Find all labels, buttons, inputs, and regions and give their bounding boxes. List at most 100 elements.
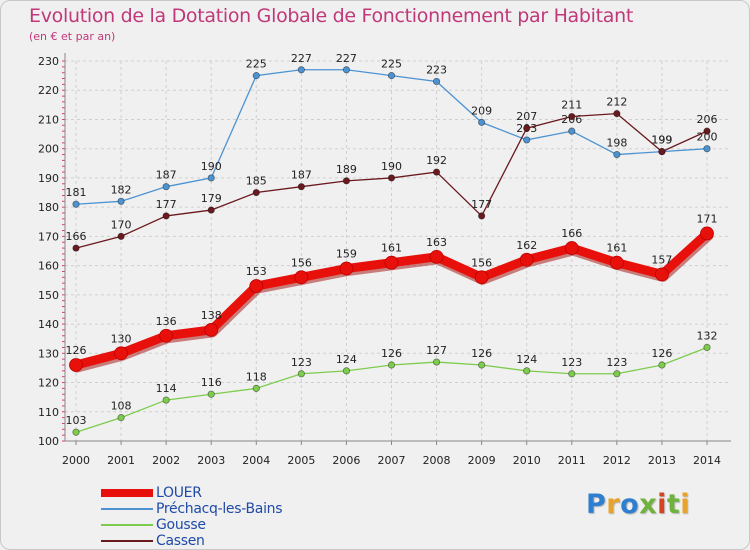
data-point <box>162 183 170 191</box>
data-point <box>204 323 219 337</box>
data-point <box>432 168 441 176</box>
data-point <box>478 361 486 369</box>
y-tick-label: 230 <box>38 55 59 68</box>
legend-label: Gousse <box>156 517 206 533</box>
data-point <box>613 370 621 378</box>
data-label: 156 <box>291 256 312 269</box>
data-point <box>252 384 260 392</box>
data-label: 114 <box>156 382 177 395</box>
data-label: 177 <box>156 198 177 211</box>
data-point <box>523 136 531 144</box>
logo-letter: x <box>639 489 658 520</box>
data-point <box>69 358 83 372</box>
data-point <box>432 358 441 366</box>
x-tick-label: 2014 <box>693 454 721 467</box>
y-tick-label: 160 <box>38 260 59 273</box>
data-label: 177 <box>471 198 492 211</box>
y-tick-label: 170 <box>38 230 59 243</box>
x-tick-label: 2005 <box>287 454 315 467</box>
chart-subtitle: (en € et par an) <box>29 30 116 43</box>
data-label: 161 <box>606 242 627 255</box>
y-tick-label: 200 <box>38 143 59 156</box>
data-point <box>159 328 174 343</box>
data-point <box>519 252 534 267</box>
data-point <box>568 370 576 378</box>
data-point <box>207 174 215 182</box>
data-point <box>117 414 125 422</box>
data-label: 227 <box>336 52 357 65</box>
data-label: 206 <box>697 113 718 126</box>
data-label: 211 <box>561 99 582 112</box>
data-label: 225 <box>381 58 402 71</box>
data-point <box>564 241 579 255</box>
x-tick-label: 2001 <box>107 454 135 467</box>
data-label: 182 <box>111 183 132 196</box>
data-label: 223 <box>426 63 447 76</box>
legend-swatch <box>101 508 153 510</box>
data-point <box>658 148 666 156</box>
data-point <box>294 270 309 285</box>
y-tick-label: 110 <box>38 406 59 419</box>
data-label: 190 <box>381 160 402 173</box>
data-point <box>432 77 441 86</box>
data-label: 126 <box>381 347 402 360</box>
data-point <box>252 72 260 80</box>
x-tick-label: 2002 <box>152 454 180 467</box>
data-label: 123 <box>561 356 582 369</box>
legend-label: LOUER <box>156 485 202 501</box>
y-tick-label: 140 <box>38 318 59 331</box>
legend-swatch <box>101 489 153 497</box>
data-point <box>387 72 396 80</box>
x-tick-label: 2012 <box>603 454 631 467</box>
data-label: 199 <box>651 134 672 147</box>
data-label: 126 <box>66 344 87 357</box>
logo-letter: o <box>620 489 640 520</box>
data-point <box>207 390 215 398</box>
data-point <box>523 367 531 375</box>
legend-swatch <box>101 524 153 526</box>
data-point <box>658 361 666 369</box>
y-tick-label: 190 <box>38 172 59 185</box>
data-point <box>117 197 125 205</box>
x-tick-label: 2008 <box>423 454 451 467</box>
x-tick-label: 2010 <box>513 454 541 467</box>
y-tick-label: 130 <box>38 347 59 360</box>
data-label: 126 <box>471 347 492 360</box>
data-label: 179 <box>201 192 222 205</box>
y-tick-label: 210 <box>38 113 59 126</box>
data-point <box>523 124 531 132</box>
y-tick-label: 220 <box>38 84 59 97</box>
data-point <box>72 428 80 436</box>
y-tick-label: 120 <box>38 377 59 390</box>
data-point <box>478 118 486 126</box>
data-label: 225 <box>246 58 267 71</box>
data-point <box>700 226 714 241</box>
data-point <box>342 367 351 375</box>
logo-letter: t <box>666 489 681 520</box>
data-label: 187 <box>291 169 312 182</box>
data-point <box>72 200 80 208</box>
data-point <box>568 127 576 135</box>
data-label: 123 <box>291 356 312 369</box>
data-label: 127 <box>426 344 447 357</box>
data-point <box>429 249 444 264</box>
data-label: 108 <box>111 400 132 413</box>
data-label: 103 <box>66 414 87 427</box>
series-louer: 126 130 136 138 153 156 159 161 163 156 162 166 161 1… <box>66 212 718 373</box>
y-tick-label: 180 <box>38 201 59 214</box>
data-label: 166 <box>66 230 87 243</box>
x-tick-label: 2013 <box>648 454 676 467</box>
x-tick-label: 2000 <box>62 454 90 467</box>
data-label: 123 <box>606 356 627 369</box>
data-point <box>613 110 621 118</box>
data-point <box>162 212 170 220</box>
data-label: 199 <box>651 134 672 147</box>
data-label: 118 <box>246 370 267 383</box>
legend-swatch <box>101 540 153 542</box>
logo-letter: r <box>606 489 621 520</box>
data-point <box>297 183 305 191</box>
data-label: 157 <box>651 253 672 266</box>
x-tick-label: 2004 <box>242 454 270 467</box>
data-point <box>703 127 711 135</box>
